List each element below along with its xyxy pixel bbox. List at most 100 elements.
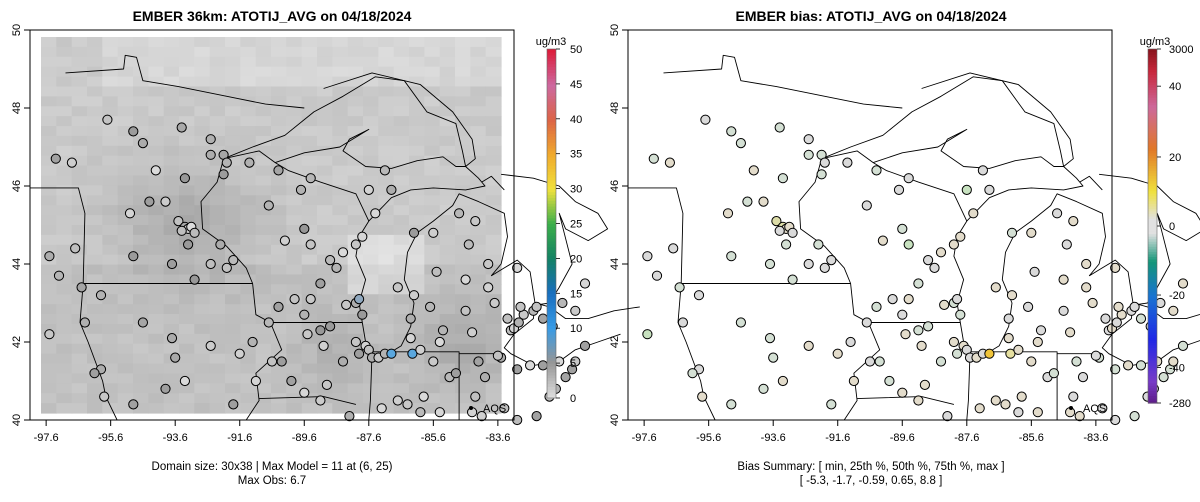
heatmap-cell	[424, 323, 441, 335]
heatmap-cell	[163, 86, 180, 97]
heatmap-cell	[317, 56, 333, 68]
heatmap-cell	[148, 145, 165, 157]
heatmap-cell	[332, 323, 349, 335]
heatmap-cell	[455, 185, 471, 196]
heatmap-cell	[225, 46, 241, 58]
colorbar-swatch	[547, 168, 556, 172]
colorbar-swatch	[1148, 84, 1157, 88]
heatmap-cell	[56, 393, 73, 404]
heatmap-cell	[470, 76, 487, 88]
heatmap-cell	[439, 393, 456, 404]
colorbar-swatch	[547, 133, 556, 137]
heatmap-cell	[194, 225, 211, 236]
heatmap-cell	[332, 116, 349, 127]
heatmap-cell	[485, 96, 502, 107]
heatmap-cell	[225, 304, 241, 315]
colorbar-swatch	[1148, 102, 1157, 106]
heatmap-cell	[225, 284, 241, 295]
heatmap-cell	[271, 205, 287, 216]
heatmap-cell	[41, 314, 57, 325]
heatmap-cell	[240, 264, 257, 276]
heatmap-cell	[179, 403, 195, 414]
heatmap-cell	[470, 96, 487, 107]
heatmap-cell	[240, 363, 257, 375]
heatmap-cell	[117, 126, 134, 137]
heatmap-cell	[209, 135, 226, 147]
heatmap-cell	[87, 66, 103, 78]
heatmap-cell	[56, 46, 73, 58]
heatmap-cell	[41, 205, 57, 216]
aqs-site-marker	[392, 282, 403, 293]
aqs-site-marker	[884, 375, 895, 387]
heatmap-cell	[148, 76, 165, 88]
heatmap-cell	[87, 373, 103, 384]
colorbar-tick-label: 3000	[1169, 44, 1193, 56]
heatmap-cell	[271, 333, 287, 345]
heatmap-cell	[470, 403, 487, 414]
heatmap-cell	[240, 304, 257, 315]
heatmap-cell	[485, 126, 502, 137]
heatmap-cell	[301, 126, 318, 137]
heatmap-cell	[41, 353, 57, 365]
heatmap-cell	[209, 254, 226, 266]
heatmap-cell	[41, 56, 57, 68]
colorbar-swatch	[547, 395, 556, 399]
aqs-site-marker	[431, 266, 442, 277]
heatmap-cell	[455, 155, 471, 167]
aqs-site-marker	[305, 239, 316, 250]
heatmap-cell	[317, 195, 333, 206]
aqs-site-marker	[897, 387, 908, 398]
heatmap-cell	[286, 37, 303, 48]
heatmap-cell	[255, 86, 272, 97]
heatmap-cell	[87, 323, 103, 335]
aqs-site-marker	[79, 317, 91, 328]
heatmap-cell	[179, 363, 195, 375]
heatmap-cell	[240, 234, 257, 246]
aqs-site-marker	[525, 360, 536, 371]
heatmap-cell	[439, 244, 456, 256]
heatmap-cell	[179, 155, 195, 167]
heatmap-cell	[485, 304, 502, 315]
heatmap-cell	[424, 294, 441, 305]
colorbar-swatch	[547, 78, 556, 82]
heatmap-cell	[409, 373, 425, 384]
heatmap-cell	[286, 106, 303, 117]
heatmap-cell	[301, 333, 318, 345]
colorbar-swatch	[1148, 360, 1157, 364]
heatmap-cell	[332, 304, 349, 315]
heatmap-cell	[485, 353, 502, 365]
colorbar-swatch	[547, 51, 556, 56]
heatmap-cell	[41, 393, 57, 404]
heatmap-cell	[194, 314, 211, 325]
colorbar-swatch	[547, 156, 556, 161]
heatmap-cell	[255, 96, 272, 107]
colorbar-swatch	[1148, 140, 1157, 144]
x-tick-label: -83.6	[485, 432, 510, 444]
heatmap-cell	[102, 175, 119, 187]
heatmap-cell	[117, 254, 134, 266]
heatmap-cell	[424, 37, 441, 48]
heatmap-cell	[179, 383, 195, 394]
heatmap-cell	[301, 96, 318, 107]
aqs-site-marker	[325, 255, 336, 266]
heatmap-cell	[133, 343, 149, 355]
heatmap-cell	[209, 56, 226, 68]
heatmap-cell	[424, 175, 441, 187]
colorbar-swatch	[547, 142, 556, 146]
heatmap-cell	[148, 46, 165, 58]
heatmap-cell	[317, 86, 333, 97]
aqs-site-marker	[344, 411, 355, 422]
heatmap-cell	[209, 225, 226, 236]
aqs-site-marker	[813, 239, 824, 250]
heatmap-cell	[301, 314, 318, 325]
aqs-site-marker	[768, 352, 779, 363]
heatmap-cell	[163, 205, 180, 216]
colorbar-swatch	[1148, 241, 1157, 245]
colorbar-tick-label: 45	[570, 79, 582, 91]
colorbar-swatch	[547, 89, 556, 94]
aqs-site-marker	[218, 169, 229, 180]
heatmap-cell	[347, 155, 364, 167]
plot-frame	[627, 29, 1113, 421]
heatmap-cell	[209, 373, 226, 384]
colorbar-swatch	[547, 217, 556, 222]
